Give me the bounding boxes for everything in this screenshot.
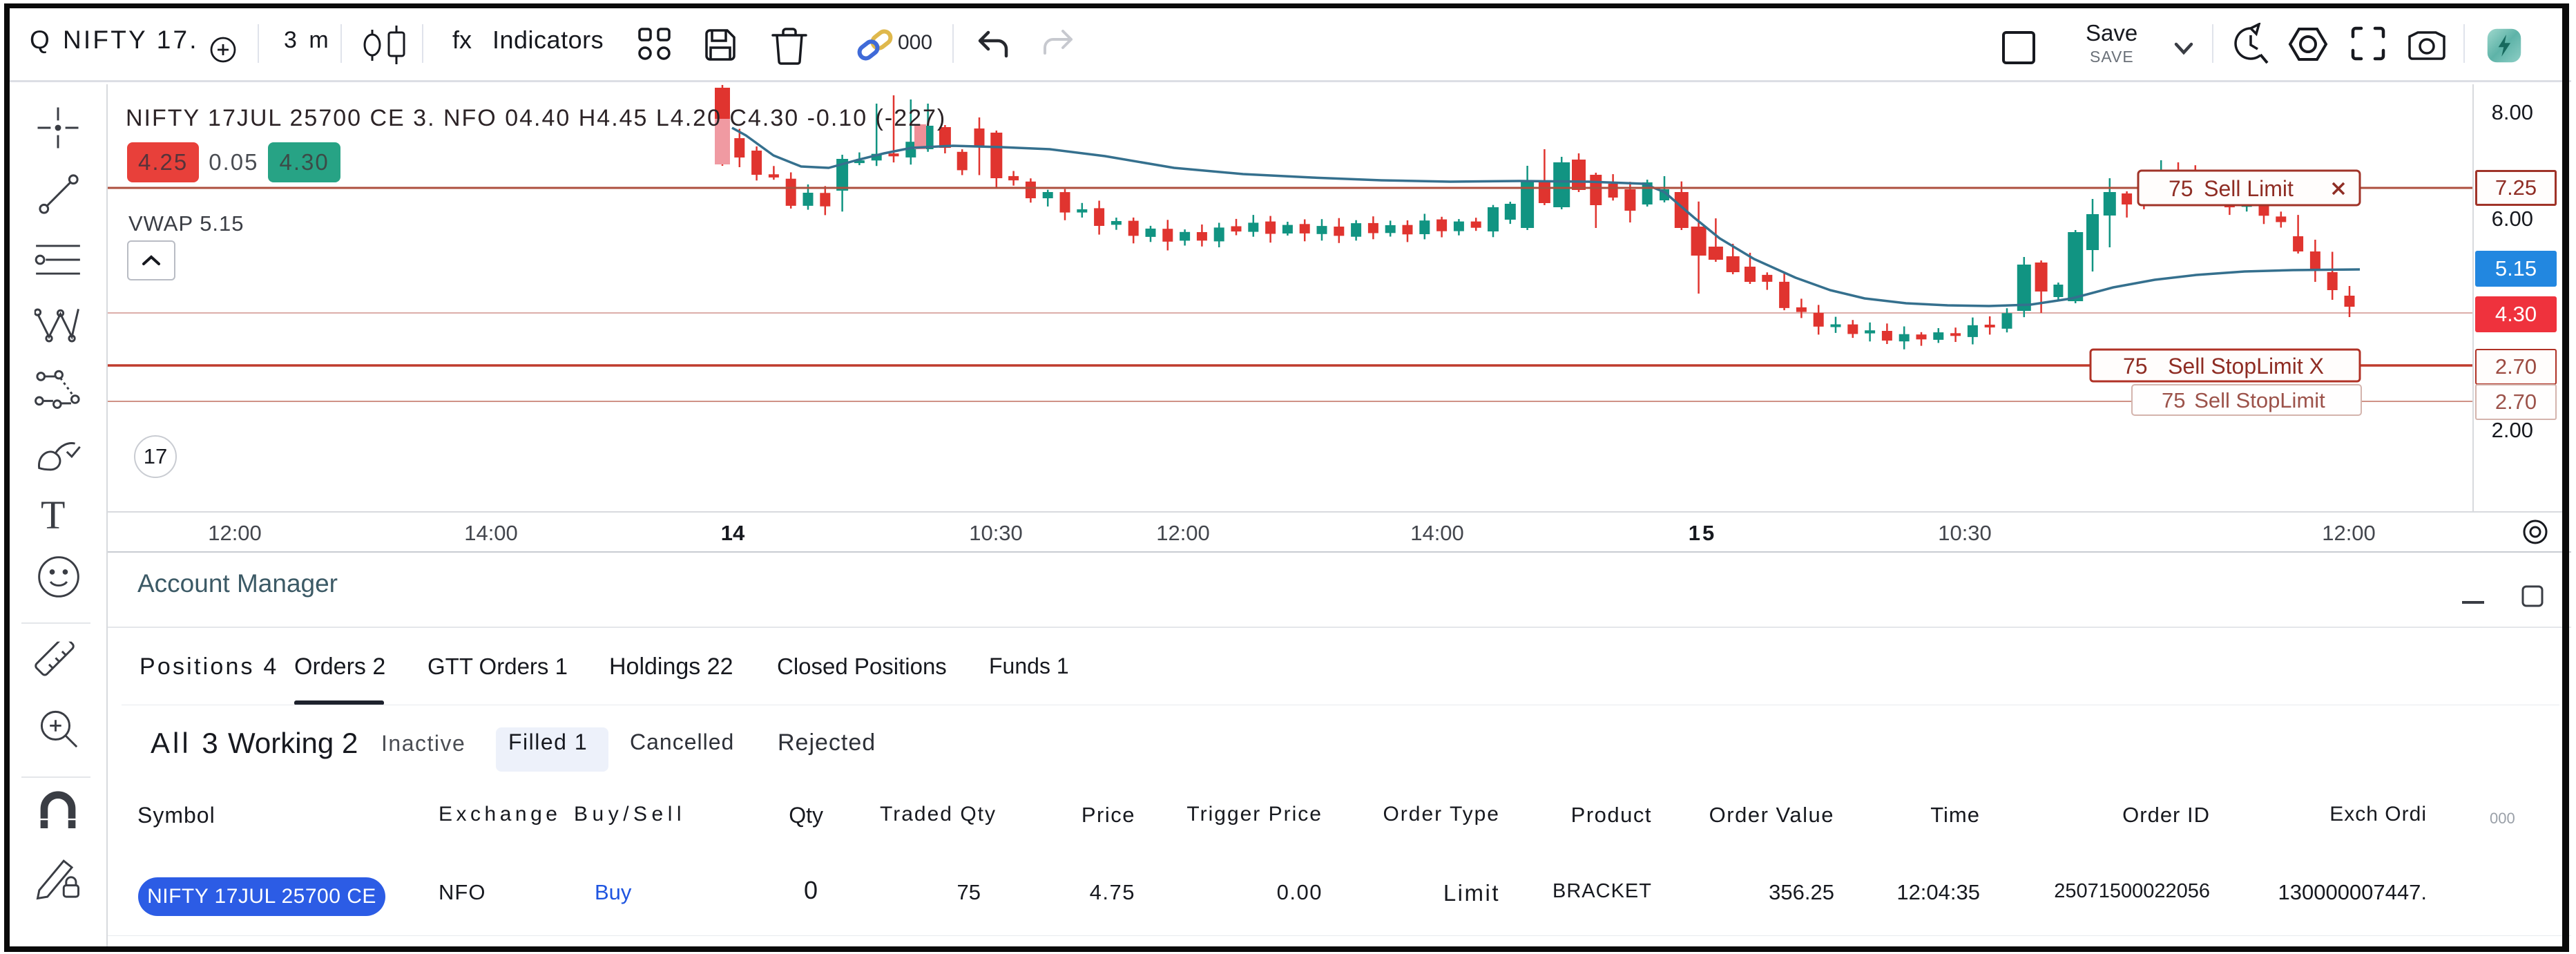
svg-text:75: 75: [2162, 388, 2185, 412]
svg-text:Sell StopLimit: Sell StopLimit: [2194, 388, 2325, 412]
svg-text:Sell StopLimit X: Sell StopLimit X: [2168, 354, 2324, 379]
svg-text:75: 75: [2123, 354, 2148, 379]
svg-text:Sell Limit: Sell Limit: [2204, 176, 2294, 201]
svg-text:75: 75: [2169, 176, 2193, 201]
